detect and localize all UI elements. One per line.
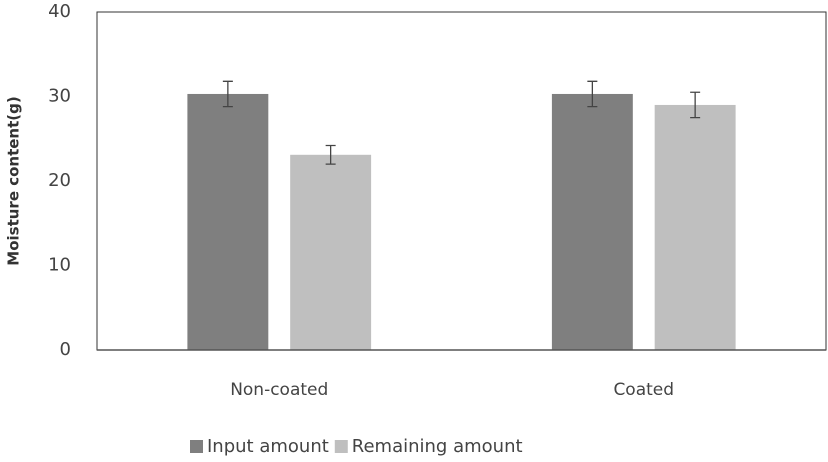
legend-label: Remaining amount: [352, 436, 523, 457]
error-bar: [325, 144, 336, 165]
y-tick-label: 40: [48, 1, 71, 22]
x-tick-label: Coated: [613, 380, 674, 400]
legend-label: Input amount: [207, 436, 329, 457]
bar: [654, 104, 736, 350]
y-tick-label: 10: [48, 255, 71, 276]
error-bar: [690, 91, 701, 119]
bar: [187, 93, 269, 350]
y-tick-label: 20: [48, 170, 71, 191]
y-axis-label: Moisture content(g): [5, 96, 23, 265]
legend-swatch: [334, 440, 348, 453]
error-bar: [222, 80, 233, 108]
y-tick-label: 0: [60, 339, 71, 360]
error-bar: [587, 80, 598, 108]
bar: [551, 93, 633, 350]
x-tick-label: Non-coated: [230, 380, 328, 400]
legend-swatch: [190, 440, 203, 453]
y-tick-label: 30: [48, 86, 71, 107]
bar: [290, 154, 372, 350]
